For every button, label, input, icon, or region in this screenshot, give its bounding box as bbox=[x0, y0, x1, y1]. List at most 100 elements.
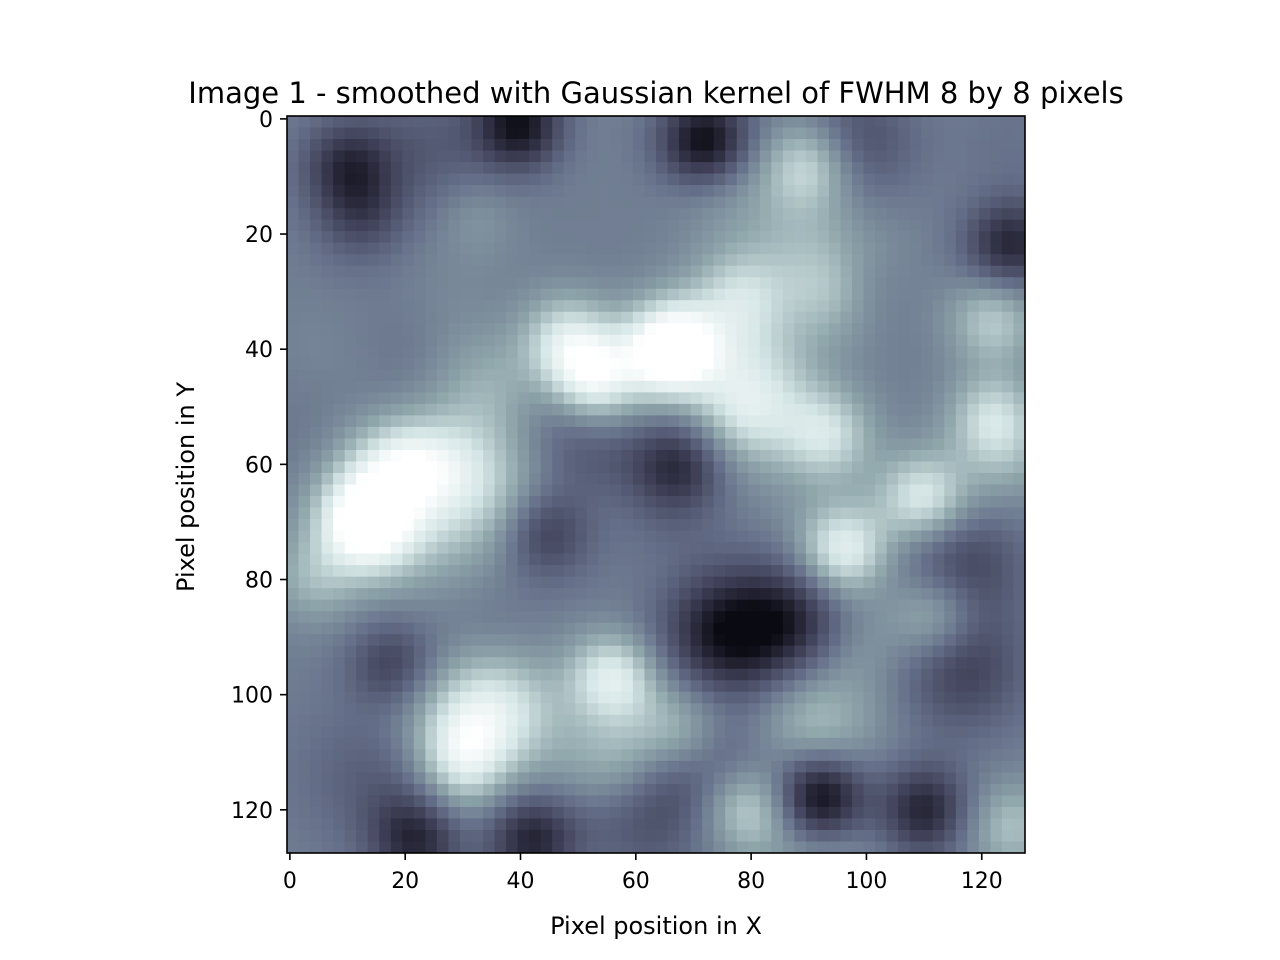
heatmap-cell bbox=[702, 783, 715, 797]
heatmap-cell bbox=[586, 507, 599, 520]
heatmap-cell bbox=[759, 530, 772, 543]
heatmap-cell bbox=[552, 323, 565, 336]
heatmap-cell bbox=[932, 657, 945, 670]
heatmap-cell bbox=[713, 277, 726, 290]
heatmap-cell bbox=[425, 714, 438, 727]
heatmap-cell bbox=[921, 542, 934, 555]
heatmap-cell bbox=[448, 657, 461, 670]
heatmap-cell bbox=[921, 461, 934, 474]
heatmap-cell bbox=[425, 219, 438, 232]
heatmap-cell bbox=[425, 162, 438, 175]
heatmap-cell bbox=[494, 783, 507, 797]
heatmap-cell bbox=[632, 116, 646, 129]
heatmap-cell bbox=[771, 242, 784, 255]
heatmap-cell bbox=[598, 841, 611, 853]
heatmap-cell bbox=[356, 829, 369, 843]
heatmap-cell bbox=[794, 645, 807, 658]
heatmap-cell bbox=[356, 150, 369, 163]
heatmap-cell bbox=[978, 795, 992, 808]
heatmap-cell bbox=[632, 737, 646, 750]
heatmap-cell bbox=[736, 380, 749, 393]
heatmap-cell bbox=[967, 219, 980, 232]
heatmap-cell bbox=[379, 484, 392, 497]
heatmap-cell bbox=[921, 323, 934, 336]
heatmap-cell bbox=[517, 461, 530, 474]
heatmap-cell bbox=[310, 449, 323, 463]
heatmap-cell bbox=[436, 634, 450, 647]
heatmap-cell bbox=[863, 680, 876, 693]
heatmap-cell bbox=[978, 173, 992, 186]
heatmap-cell bbox=[1013, 760, 1025, 773]
heatmap-cell bbox=[494, 553, 507, 566]
heatmap-cell bbox=[990, 277, 1003, 290]
heatmap-cell bbox=[483, 588, 496, 601]
heatmap-cell bbox=[748, 680, 761, 693]
heatmap-cell bbox=[875, 588, 888, 601]
heatmap-cell bbox=[287, 265, 300, 278]
heatmap-cell bbox=[852, 703, 865, 716]
heatmap-cell bbox=[782, 231, 795, 244]
heatmap-cell bbox=[886, 795, 899, 808]
heatmap-cell bbox=[909, 749, 922, 762]
heatmap-cell bbox=[794, 611, 807, 624]
heatmap-cell bbox=[748, 162, 761, 175]
heatmap-cell bbox=[690, 254, 703, 267]
heatmap-cell bbox=[321, 588, 334, 601]
heatmap-cell bbox=[598, 323, 611, 336]
heatmap-cell bbox=[621, 426, 634, 440]
heatmap-cell bbox=[310, 288, 323, 301]
heatmap-cell bbox=[863, 472, 876, 486]
heatmap-cell bbox=[794, 403, 807, 417]
heatmap-cell bbox=[828, 334, 842, 347]
heatmap-cell bbox=[667, 162, 680, 175]
heatmap-cell bbox=[298, 484, 311, 497]
heatmap-cell bbox=[921, 426, 934, 440]
heatmap-cell bbox=[898, 496, 911, 509]
heatmap-cell bbox=[483, 265, 496, 278]
heatmap-cell bbox=[1001, 542, 1015, 555]
heatmap-cell bbox=[310, 403, 323, 417]
heatmap-cell bbox=[909, 806, 922, 820]
heatmap-cell bbox=[459, 542, 473, 555]
heatmap-cell bbox=[805, 634, 819, 647]
heatmap-cell bbox=[921, 841, 934, 853]
heatmap-cell bbox=[609, 277, 623, 290]
heatmap-cell bbox=[310, 415, 323, 428]
heatmap-cell bbox=[759, 622, 772, 635]
heatmap-cell bbox=[748, 657, 761, 670]
heatmap-cell bbox=[990, 369, 1003, 382]
heatmap-cell bbox=[471, 737, 484, 750]
heatmap-cell bbox=[1001, 415, 1015, 428]
heatmap-cell bbox=[506, 818, 519, 831]
heatmap-cell bbox=[459, 139, 473, 152]
heatmap-cell bbox=[736, 219, 749, 232]
heatmap-cell bbox=[609, 599, 623, 612]
heatmap-cell bbox=[725, 392, 738, 405]
heatmap-cell bbox=[644, 196, 657, 209]
heatmap-cell bbox=[586, 726, 599, 739]
heatmap-cell bbox=[483, 380, 496, 393]
heatmap-cell bbox=[875, 680, 888, 693]
heatmap-cell bbox=[840, 634, 853, 647]
heatmap-cell bbox=[333, 760, 346, 773]
heatmap-cell bbox=[978, 392, 992, 405]
heatmap-cell bbox=[483, 783, 496, 797]
heatmap-cell bbox=[483, 472, 496, 486]
heatmap-cell bbox=[955, 242, 968, 255]
heatmap-cell bbox=[921, 219, 934, 232]
heatmap-cell bbox=[817, 645, 830, 658]
heatmap-cell bbox=[609, 461, 623, 474]
heatmap-cell bbox=[932, 576, 945, 589]
heatmap-cell bbox=[955, 530, 968, 543]
heatmap-cell bbox=[506, 565, 519, 578]
heatmap-cell bbox=[402, 496, 415, 509]
heatmap-cell bbox=[333, 173, 346, 186]
heatmap-cell bbox=[771, 668, 784, 681]
heatmap-cell bbox=[656, 542, 669, 555]
heatmap-cell bbox=[287, 162, 300, 175]
heatmap-cell bbox=[748, 323, 761, 336]
heatmap-cell bbox=[287, 208, 300, 221]
heatmap-cell bbox=[817, 277, 830, 290]
heatmap-cell bbox=[828, 565, 842, 578]
heatmap-cell bbox=[817, 760, 830, 773]
